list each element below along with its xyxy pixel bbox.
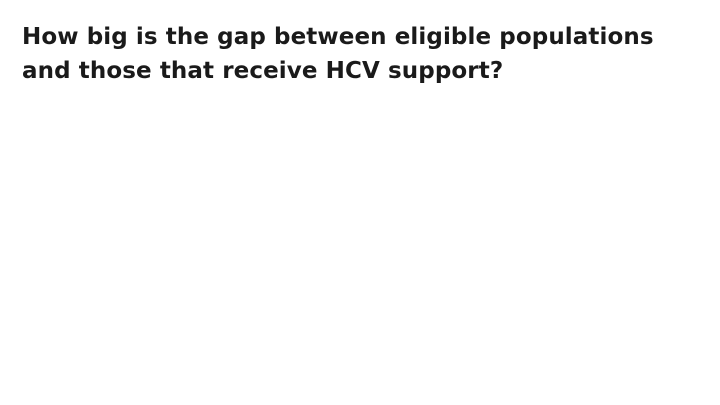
slide-title: How big is the gap between eligible popu… [22,20,692,88]
slide-title-line-1: How big is the gap between eligible popu… [22,24,654,50]
slide-title-line-2: and those that receive HCV support? [22,58,504,84]
